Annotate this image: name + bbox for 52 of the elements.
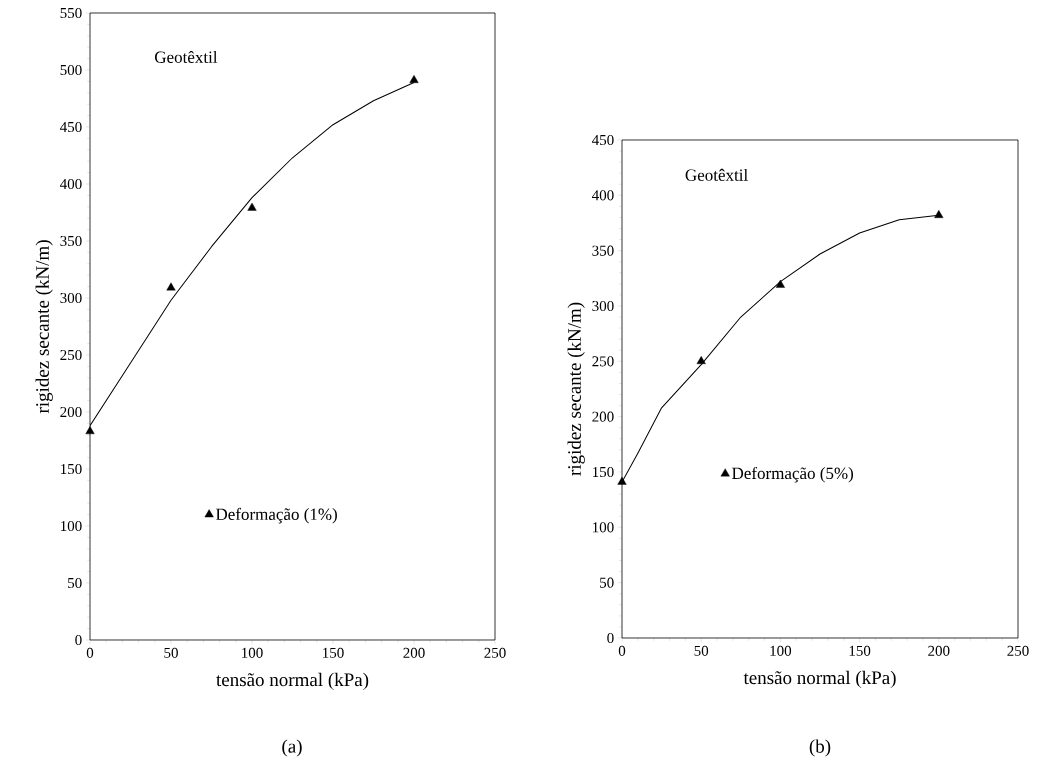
point — [934, 210, 944, 218]
y-tick-label: 500 — [60, 64, 82, 76]
y-tick-label: 200 — [60, 406, 82, 418]
y-tick-label: 0 — [75, 634, 82, 646]
x-axis-title: tensão normal (kPa) — [216, 672, 369, 690]
x-tick-label: 100 — [242, 647, 263, 658]
point — [247, 202, 257, 211]
y-axis-title: rigidez secante (kN/m) — [35, 240, 53, 414]
y-tick-label: 400 — [60, 178, 82, 190]
point — [775, 279, 785, 288]
annotation: Geotêxtil — [154, 50, 218, 63]
y-tick-label: 450 — [60, 121, 82, 133]
point — [85, 426, 95, 435]
point — [166, 282, 176, 291]
y-tick-label: 300 — [60, 292, 82, 304]
x-tick-label: 50 — [694, 645, 709, 656]
x-tick-label: 200 — [928, 645, 950, 656]
point — [617, 476, 627, 485]
y-tick-label: 450 — [592, 134, 614, 146]
x-tick-label: 0 — [618, 645, 626, 656]
y-tick-label: 300 — [592, 300, 614, 312]
x-tick-label: 100 — [770, 645, 792, 656]
y-tick-label: 400 — [592, 190, 614, 201]
x-tick-label: 150 — [849, 645, 871, 656]
y-tick-label: 50 — [600, 577, 614, 588]
point — [409, 75, 419, 83]
legend-label: Deformação (1%) — [215, 507, 337, 524]
text: (a) — [282, 739, 302, 757]
x-tick-label: 0 — [86, 647, 94, 658]
y-tick-label: 350 — [592, 245, 614, 256]
y-tick-label: 250 — [60, 349, 82, 361]
legend-label: Deformação (5%) — [732, 466, 854, 483]
x-axis-title: tensão normal (kPa) — [743, 670, 896, 688]
y-axis-title: rigidez secante (kN/m) — [567, 302, 585, 476]
y-tick-label: 550 — [60, 7, 82, 19]
y-tick-label: 0 — [607, 632, 614, 644]
y-tick-label: 350 — [60, 235, 82, 247]
point — [696, 356, 706, 365]
y-tick-label: 100 — [593, 522, 614, 533]
y-tick-label: 250 — [592, 356, 614, 367]
y-tick-label: 50 — [68, 577, 82, 589]
x-tick-label: 150 — [323, 647, 344, 658]
y-tick-label: 100 — [61, 520, 82, 532]
x-tick-label: 250 — [484, 647, 506, 658]
x-tick-label: 200 — [403, 647, 425, 658]
y-tick-label: 200 — [592, 411, 614, 422]
x-tick-label: 50 — [164, 647, 178, 658]
y-tick-label: 150 — [61, 463, 82, 475]
annotation: Geotêxtil — [685, 168, 748, 181]
y-tick-label: 150 — [593, 466, 614, 478]
x-tick-label: 250 — [1007, 645, 1029, 656]
text: (b) — [809, 739, 831, 757]
